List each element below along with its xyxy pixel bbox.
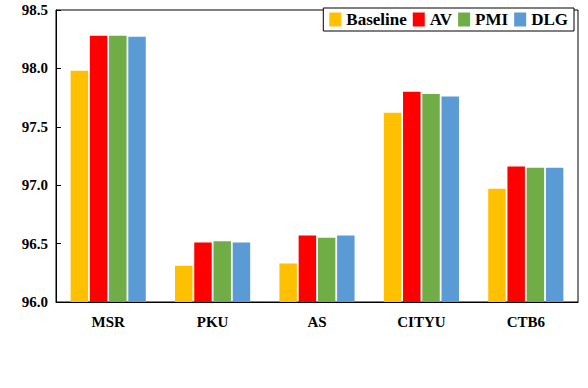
svg-text:97.0: 97.0: [22, 177, 48, 193]
svg-text:PKU: PKU: [197, 314, 229, 330]
svg-text:AV: AV: [430, 10, 453, 29]
svg-text:96.0: 96.0: [22, 294, 48, 310]
svg-text:98.0: 98.0: [22, 60, 48, 76]
svg-text:PMI: PMI: [475, 10, 508, 29]
svg-text:DLG: DLG: [531, 10, 568, 29]
svg-text:98.5: 98.5: [22, 2, 48, 18]
svg-text:CITYU: CITYU: [397, 314, 446, 330]
svg-text:96.5: 96.5: [22, 236, 48, 252]
svg-text:AS: AS: [307, 314, 326, 330]
svg-text:97.5: 97.5: [22, 119, 48, 135]
svg-text:CTB6: CTB6: [507, 314, 546, 330]
svg-text:MSR: MSR: [92, 314, 126, 330]
svg-text:Baseline: Baseline: [346, 10, 407, 29]
